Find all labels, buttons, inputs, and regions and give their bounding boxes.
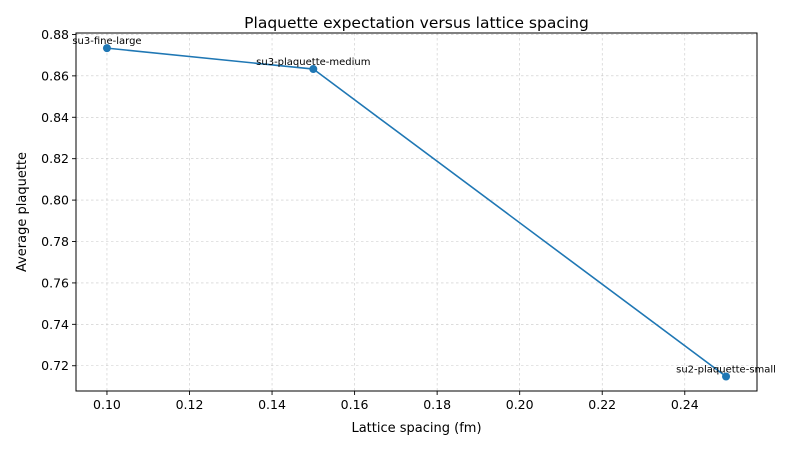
x-tick-label: 0.10	[93, 397, 121, 412]
data-point	[309, 65, 318, 74]
x-tick-label: 0.24	[671, 397, 699, 412]
series-layer: su3-fine-large su3-plaquette-medium su2-pl…	[72, 36, 776, 381]
y-tick-label: 0.82	[41, 151, 69, 166]
x-axis-label: Lattice spacing (fm)	[351, 421, 481, 436]
y-axis-label: Average plaquette	[15, 152, 30, 272]
point-label: su3-fine-large	[72, 36, 141, 47]
tick-layer: 0.10 0.12 0.14 0.16 0.18 0.20 0.22 0.24 0.72 0.74…	[41, 27, 699, 412]
x-tick-label: 0.14	[258, 397, 286, 412]
y-tick-label: 0.88	[41, 27, 69, 42]
y-tick-label: 0.80	[41, 193, 69, 208]
grid-layer	[76, 33, 757, 391]
chart-title: Plaquette expectation versus lattice spa…	[244, 14, 589, 32]
plot-area-frame	[75, 32, 758, 392]
y-tick-label: 0.78	[41, 234, 69, 249]
x-tick-label: 0.18	[423, 397, 451, 412]
x-tick-label: 0.12	[176, 397, 204, 412]
y-tick-label: 0.86	[41, 68, 69, 83]
point-label: su3-plaquette-medium	[256, 57, 370, 68]
data-point	[722, 372, 731, 381]
x-tick-label: 0.16	[341, 397, 369, 412]
y-tick-label: 0.84	[41, 110, 69, 125]
y-tick-label: 0.74	[41, 317, 69, 332]
y-tick-label: 0.76	[41, 275, 69, 290]
y-tick-label: 0.72	[41, 358, 69, 373]
x-tick-label: 0.22	[588, 397, 616, 412]
series-line	[106, 47, 727, 378]
point-label: su2-plaquette-small	[676, 365, 776, 376]
data-point	[102, 44, 111, 53]
x-tick-label: 0.20	[506, 397, 534, 412]
